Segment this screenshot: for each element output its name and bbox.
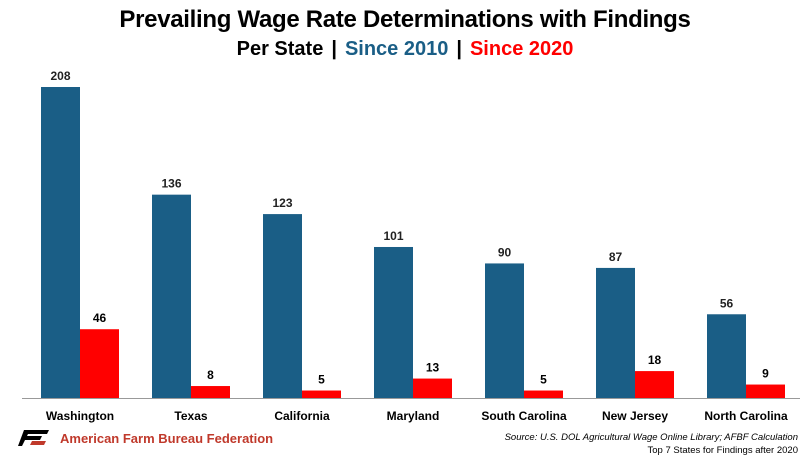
bar-since-2020 bbox=[524, 390, 563, 398]
bar-since-2020 bbox=[302, 390, 341, 398]
data-label: 87 bbox=[609, 250, 623, 264]
bar-since-2010 bbox=[263, 214, 302, 398]
footer-logo: American Farm Bureau Federation bbox=[18, 429, 273, 447]
data-label: 18 bbox=[648, 353, 662, 367]
data-label: 136 bbox=[161, 177, 181, 191]
data-label: 101 bbox=[383, 229, 403, 243]
footnote-text: Top 7 States for Findings after 2020 bbox=[647, 445, 798, 456]
bar-since-2010 bbox=[374, 246, 413, 398]
data-label: 123 bbox=[272, 196, 292, 210]
data-label: 9 bbox=[762, 367, 769, 381]
bar-since-2020 bbox=[80, 329, 119, 398]
category-label: Washington bbox=[46, 409, 114, 423]
bar-since-2020 bbox=[635, 371, 674, 398]
bar-since-2010 bbox=[485, 263, 524, 398]
category-label: Texas bbox=[174, 409, 207, 423]
legend-since-2010: Since 2010 bbox=[344, 38, 449, 60]
bar-since-2020 bbox=[746, 384, 785, 398]
bar-since-2020 bbox=[191, 386, 230, 398]
data-label: 5 bbox=[318, 373, 325, 387]
category-label: Maryland bbox=[387, 409, 440, 423]
bar-since-2010 bbox=[707, 314, 746, 398]
organization-name: American Farm Bureau Federation bbox=[60, 430, 274, 446]
data-label: 13 bbox=[426, 361, 440, 375]
bar-since-2010 bbox=[596, 267, 635, 398]
chart-title: Prevailing Wage Rate Determinations with… bbox=[119, 6, 691, 33]
data-label: 8 bbox=[207, 368, 214, 382]
afbf-logo-icon bbox=[18, 430, 49, 446]
category-label: South Carolina bbox=[481, 409, 567, 423]
category-label: California bbox=[274, 409, 330, 423]
source-text: Source: U.S. DOL Agricultural Wage Onlin… bbox=[504, 432, 798, 443]
data-label: 208 bbox=[50, 69, 70, 83]
category-label: North Carolina bbox=[704, 409, 788, 423]
bar-since-2020 bbox=[413, 378, 452, 398]
source-note: Source: U.S. DOL Agricultural Wage Onlin… bbox=[505, 431, 798, 457]
subtitle-separator: | bbox=[331, 38, 337, 60]
data-label: 56 bbox=[720, 296, 734, 310]
subtitle-prefix: Per State bbox=[236, 38, 324, 60]
legend-since-2020: Since 2020 bbox=[469, 38, 574, 60]
chart-subtitle: Per State | Since 2010 | Since 2020 bbox=[0, 38, 810, 61]
category-label: New Jersey bbox=[602, 409, 668, 423]
data-label: 5 bbox=[540, 373, 547, 387]
data-label: 46 bbox=[93, 311, 107, 325]
subtitle-separator: | bbox=[456, 38, 462, 60]
data-label: 90 bbox=[498, 245, 512, 259]
bar-since-2010 bbox=[41, 87, 80, 398]
bar-since-2010 bbox=[152, 194, 191, 398]
